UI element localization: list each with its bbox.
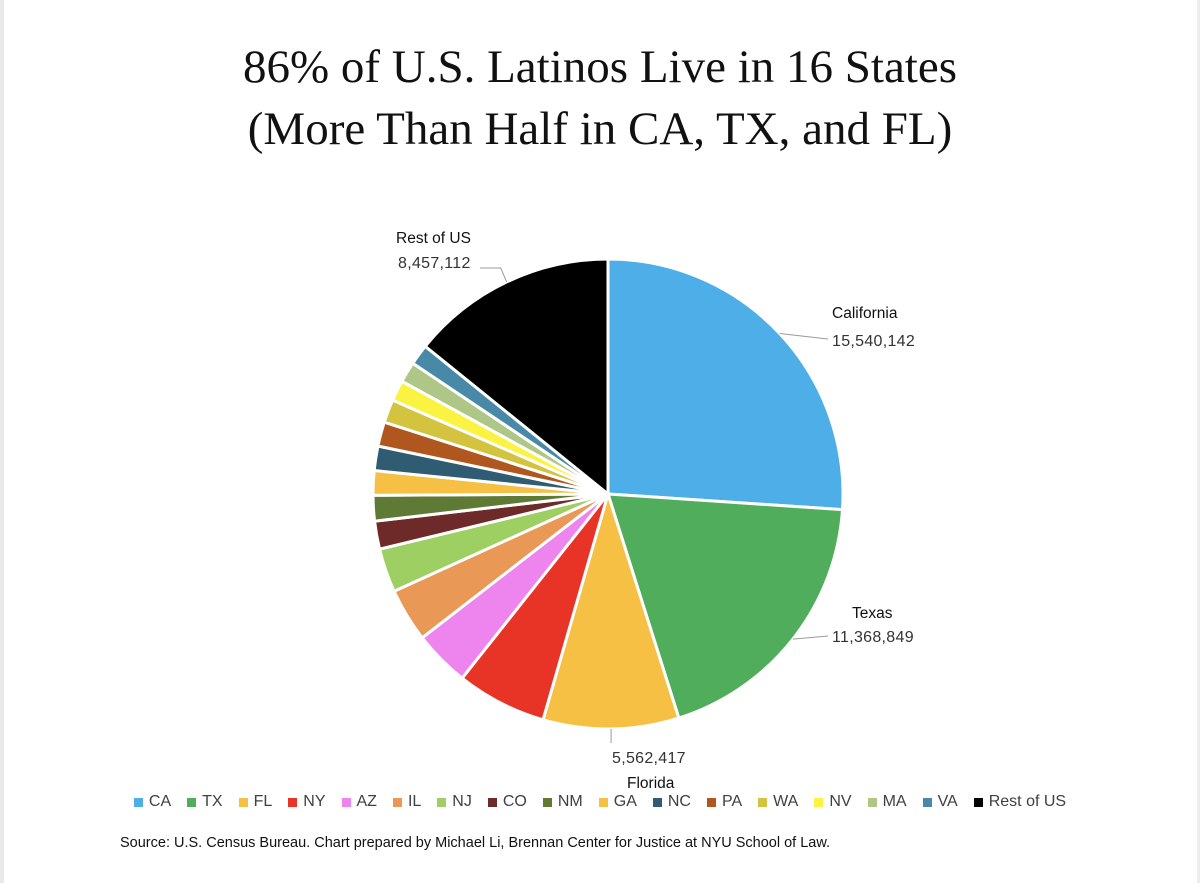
legend-swatch-nc <box>652 797 662 807</box>
legend-item-nc: NC <box>652 793 691 811</box>
legend-item-ca: CA <box>133 793 172 811</box>
chart-title-line-2: (More Than Half in CA, TX, and FL) <box>247 103 953 155</box>
legend-item-wa: WA <box>758 793 798 811</box>
legend-swatch-az <box>341 797 351 807</box>
pie-slice-fl <box>541 488 681 731</box>
legend-swatch-nv <box>814 797 824 807</box>
pie-slice-rest-of-us <box>423 257 610 498</box>
data-label-name-ca: California <box>832 305 898 322</box>
legend-label-rest-of-us: Rest of US <box>988 793 1067 810</box>
legend-item-va: VA <box>922 793 958 811</box>
legend-item-nv: NV <box>814 793 852 811</box>
legend-item-co: CO <box>487 793 527 811</box>
legend-label-nj: NJ <box>452 793 472 810</box>
leader-line-ca <box>779 333 829 340</box>
source-note: Source: U.S. Census Bureau. Chart prepar… <box>120 835 831 851</box>
legend-label-wa: WA <box>773 793 799 810</box>
legend-label-ga: GA <box>613 793 637 810</box>
legend-label-ca: CA <box>148 793 172 810</box>
legend-swatch-pa <box>706 797 716 807</box>
pie-slice-tx <box>605 492 845 720</box>
chart-title-line-1: 86% of U.S. Latinos Live in 16 States <box>242 41 958 93</box>
data-label-name-fl: Florida <box>627 775 675 792</box>
data-label-value-ca: 15,540,142 <box>832 333 915 350</box>
pie-slices <box>371 257 845 731</box>
left-border <box>0 0 4 883</box>
data-label-value-tx: 11,368,849 <box>832 629 914 646</box>
legend-swatch-nm <box>542 797 552 807</box>
right-border <box>1197 0 1200 883</box>
legend-label-pa: PA <box>721 793 743 810</box>
legend-label-tx: TX <box>202 793 223 810</box>
legend-item-rest-of-us: Rest of US <box>973 793 1067 811</box>
legend-item-az: AZ <box>341 793 377 811</box>
legend-label-ma: MA <box>882 793 907 810</box>
legend-item-ma: MA <box>867 793 907 811</box>
legend-swatch-rest-of-us <box>973 797 983 807</box>
pie-slice-ca <box>606 257 845 512</box>
legend-label-nv: NV <box>829 793 852 810</box>
legend-item-nm: NM <box>542 793 583 811</box>
legend-label-fl: FL <box>253 793 273 810</box>
legend-item-tx: TX <box>187 793 223 811</box>
legend-label-az: AZ <box>356 793 377 810</box>
leader-line-rest-of-us <box>480 267 508 283</box>
legend-item-pa: PA <box>706 793 743 811</box>
chart-legend: CA TX FL NY AZ IL NJ CO NM GA NC PA WA NV MA VA Rest of … <box>0 790 1200 814</box>
leader-line-tx <box>792 635 829 640</box>
legend-item-fl: FL <box>238 793 273 811</box>
legend-label-nc: NC <box>667 793 691 810</box>
data-label-value-fl: 5,562,417 <box>612 750 686 767</box>
legend-label-co: CO <box>502 793 527 810</box>
legend-swatch-ca <box>133 797 143 807</box>
legend-label-va: VA <box>937 793 958 810</box>
legend-swatch-il <box>392 797 402 807</box>
chart-title: 86% of U.S. Latinos Live in 16 States (M… <box>0 36 1200 160</box>
leader-lines <box>480 267 829 743</box>
legend-label-nm: NM <box>557 793 583 810</box>
data-label-value-rest: 8,457,112 <box>398 255 471 272</box>
data-label-name-rest: Rest of US <box>396 230 471 247</box>
legend-swatch-ny <box>288 797 298 807</box>
legend-swatch-wa <box>758 797 768 807</box>
legend-item-nj: NJ <box>437 793 472 811</box>
legend-swatch-va <box>922 797 932 807</box>
legend-swatch-tx <box>187 797 197 807</box>
legend-item-il: IL <box>392 793 422 811</box>
legend-label-il: IL <box>407 793 422 810</box>
data-label-name-tx: Texas <box>852 605 893 622</box>
legend-item-ny: NY <box>288 793 326 811</box>
legend-swatch-co <box>487 797 497 807</box>
legend-swatch-nj <box>437 797 447 807</box>
legend-label-ny: NY <box>303 793 326 810</box>
legend-swatch-ga <box>598 797 608 807</box>
legend-item-ga: GA <box>598 793 637 811</box>
legend-swatch-ma <box>867 797 877 807</box>
legend-swatch-fl <box>238 797 248 807</box>
